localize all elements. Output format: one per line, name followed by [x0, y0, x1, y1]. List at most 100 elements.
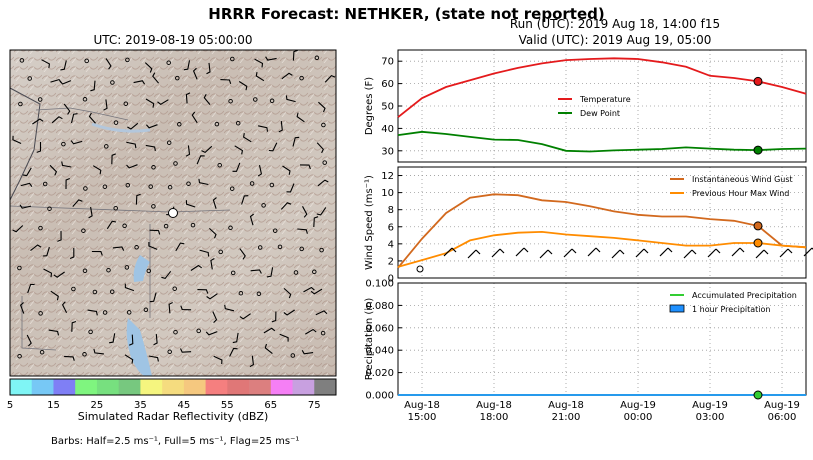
wind-barb: [249, 213, 255, 226]
wind-barb: [20, 182, 33, 188]
calm-wind-marker: [123, 101, 129, 106]
wind-barb: [19, 302, 25, 314]
wind-barb: [242, 133, 252, 143]
wind-barb: [161, 270, 172, 280]
calm-wind-marker: [319, 247, 324, 253]
wind-barb: [305, 328, 317, 335]
calm-wind-marker: [167, 184, 173, 190]
timeseries-wind-barb: [755, 249, 769, 259]
wind-barb: [36, 142, 42, 153]
wind-barb: [201, 145, 213, 154]
wind-barb: [30, 244, 42, 252]
figure-title: HRRR Forecast: NETHKER, (state not repor…: [208, 5, 605, 23]
calm-wind-marker: [148, 184, 153, 189]
calm-wind-marker: [134, 245, 139, 250]
wind-barb: [12, 225, 24, 233]
run-time-label: Run (UTC): 2019 Aug 18, 14:00 f15: [509, 17, 721, 31]
calm-wind-marker: [256, 291, 262, 297]
calm-wind-marker: [320, 330, 326, 336]
colorbar-tick-label: 15: [47, 400, 60, 411]
wind-barb: [19, 204, 32, 209]
wind-barb: [72, 199, 83, 207]
legend-label: 1 hour Precipitation: [692, 305, 771, 314]
wind-barb: [64, 355, 75, 361]
x-tick-time: 21:00: [552, 412, 581, 423]
y-tick-label: 10: [381, 188, 394, 199]
wind-barb: [210, 258, 215, 270]
y-tick-label: 0.040: [365, 346, 394, 357]
legend-label: Accumulated Precipitation: [692, 291, 797, 300]
wind-barb: [26, 334, 32, 347]
calm-wind-marker: [82, 97, 88, 102]
wind-barb: [220, 79, 232, 84]
y-axis-label: Wind Speed (ms⁻¹): [364, 175, 375, 270]
station-marker: [168, 208, 178, 218]
wind-barb: [196, 155, 205, 165]
x-tick-date: Aug-19: [764, 400, 800, 411]
panel-frame: [397, 166, 807, 279]
wind-barb: [124, 354, 134, 364]
colorbar-tick-label: 45: [178, 400, 191, 411]
calm-wind-marker: [177, 122, 182, 127]
wind-barb: [145, 144, 156, 152]
x-tick-time: 03:00: [696, 412, 725, 423]
calm-wind-marker: [214, 121, 220, 127]
calm-wind-marker: [38, 311, 43, 316]
calm-wind-marker: [17, 265, 22, 271]
y-tick-label: 0: [388, 274, 394, 285]
wind-barb: [12, 135, 22, 145]
wind-barb: [103, 99, 108, 111]
wind-barb: [265, 56, 277, 61]
wind-barb: [71, 320, 77, 332]
wind-barb: [206, 62, 211, 75]
timeseries-wind-barb: [635, 248, 649, 258]
state-border: [9, 87, 41, 201]
calm-wind-marker: [47, 206, 52, 211]
y-tick-label: 30: [381, 146, 394, 157]
wind-barb: [229, 347, 238, 357]
wind-barb: [249, 355, 254, 368]
wind-barb: [205, 331, 218, 336]
wind-barb: [70, 113, 78, 124]
y-tick-label: 0.080: [365, 301, 394, 312]
wind-barb: [168, 302, 173, 314]
timeseries-wind-barb: [731, 247, 745, 257]
calm-wind-marker: [143, 307, 149, 313]
wind-barb: [318, 101, 326, 113]
wind-barb: [239, 248, 246, 260]
wind-barb: [92, 165, 102, 175]
y-tick-label: 12: [381, 171, 394, 182]
wind-barb: [297, 228, 308, 234]
colorbar-swatch: [314, 379, 337, 395]
county-border: [35, 107, 129, 121]
calm-wind-marker: [113, 120, 119, 125]
calm-wind-marker: [122, 223, 127, 229]
wind-barb: [183, 60, 191, 71]
calm-wind-marker: [163, 223, 169, 229]
wind-barb: [280, 202, 292, 210]
wind-barb: [232, 162, 241, 172]
valid-time-marker: [753, 76, 763, 86]
y-tick-label: 0.020: [365, 368, 394, 379]
legend-label: Temperature: [579, 95, 631, 104]
wind-barb: [278, 121, 283, 133]
wind-barb: [180, 305, 192, 311]
wind-barb: [152, 72, 160, 84]
calm-wind-marker: [190, 222, 196, 228]
lake-south: [126, 318, 152, 376]
wind-barb: [264, 343, 273, 355]
calm-wind-marker: [166, 60, 171, 65]
calm-wind-marker: [151, 165, 156, 170]
wind-barb: [135, 193, 141, 205]
series-line: [397, 193, 807, 269]
calm-wind-marker: [18, 101, 23, 107]
colorbar-tick-label: 25: [91, 400, 104, 411]
y-tick-label: 8: [388, 205, 394, 216]
valid-time-marker: [753, 221, 763, 231]
wind-barb: [239, 313, 251, 320]
wind-barb: [153, 334, 158, 346]
reflectivity-colorbar: 5 15 25 35 45 55 65 75: [7, 378, 337, 411]
timeseries-wind-barb: [803, 247, 813, 257]
wind-barb: [192, 67, 198, 80]
x-tick-time: 06:00: [768, 412, 797, 423]
